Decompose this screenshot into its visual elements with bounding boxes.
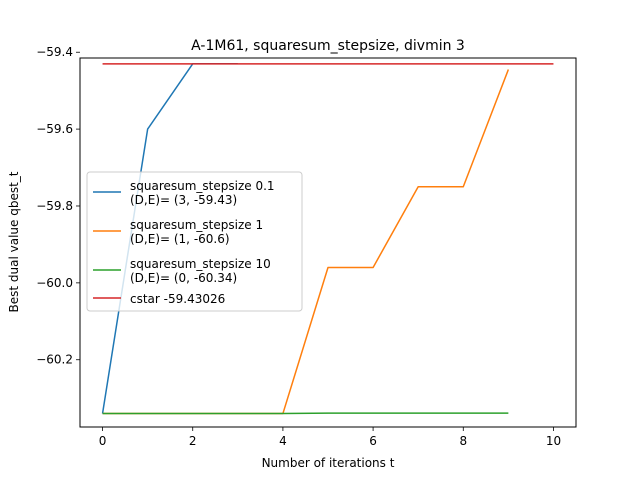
y-tick-label: −59.6 xyxy=(36,122,73,136)
legend-sublabel-2: (D,E)= (0, -60.34) xyxy=(130,271,237,285)
x-tick-label: 2 xyxy=(189,434,197,448)
legend-sublabel-0: (D,E)= (3, -59.43) xyxy=(130,193,237,207)
legend-label-2: squaresum_stepsize 10 xyxy=(130,257,271,271)
y-axis-label: Best dual value qbest_t xyxy=(7,171,21,312)
chart-title: A-1M61, squaresum_stepsize, divmin 3 xyxy=(191,38,465,54)
legend-label-1: squaresum_stepsize 1 xyxy=(130,218,263,232)
x-axis-label: Number of iterations t xyxy=(262,456,395,470)
x-tick-label: 4 xyxy=(279,434,287,448)
legend-label-0: squaresum_stepsize 0.1 xyxy=(130,179,275,193)
x-tick-label: 0 xyxy=(99,434,107,448)
y-tick-label: −60.2 xyxy=(36,353,73,367)
x-tick-label: 10 xyxy=(546,434,561,448)
x-tick-label: 6 xyxy=(369,434,377,448)
legend-sublabel-1: (D,E)= (1, -60.6) xyxy=(130,232,230,246)
y-tick-label: −59.4 xyxy=(36,45,73,59)
legend: squaresum_stepsize 0.1(D,E)= (3, -59.43)… xyxy=(87,172,302,311)
y-tick-label: −60.0 xyxy=(36,276,73,290)
y-tick-label: −59.8 xyxy=(36,199,73,213)
x-tick-label: 8 xyxy=(459,434,467,448)
legend-label-3: cstar -59.43026 xyxy=(130,292,225,306)
